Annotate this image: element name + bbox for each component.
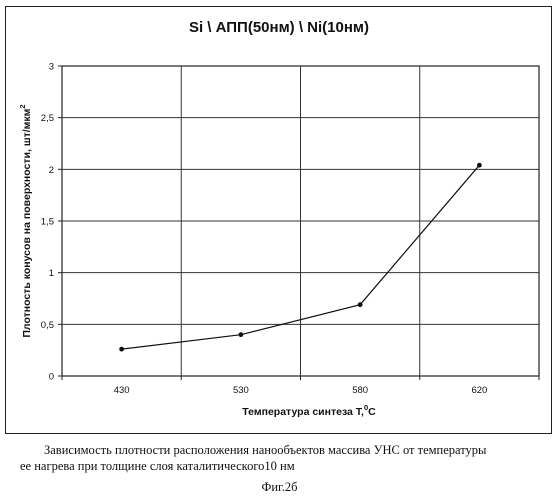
x-tick-label: 580	[352, 385, 368, 396]
x-tick-label: 530	[233, 385, 249, 396]
chart-title: Si \ АПП(50нм) \ Ni(10нм)	[189, 19, 369, 36]
y-tick-label: 0,5	[41, 320, 54, 331]
x-axis-label-tail: C	[368, 406, 376, 418]
data-point	[358, 302, 363, 307]
data-point	[238, 332, 243, 337]
y-axis-ticks: 0 0,5 1 1,5 2 2,5 3	[41, 62, 62, 383]
y-tick-label: 2	[49, 165, 54, 176]
y-axis-label-superscript: 2	[18, 104, 27, 108]
x-axis-ticks: 430 530 580 620	[62, 376, 539, 396]
x-axis-label-main: Температура синтеза T,	[242, 406, 364, 418]
x-tick-label: 620	[471, 385, 487, 396]
x-axis-label: Температура синтеза T,0C	[242, 403, 376, 418]
y-tick-label: 2,5	[41, 113, 54, 124]
data-point	[477, 163, 482, 168]
y-tick-label: 1,5	[41, 217, 54, 228]
line-chart: Si \ АПП(50нм) \ Ni(10нм) 00,511,522,53 …	[0, 0, 559, 440]
figure-label: Фиг.2б	[0, 480, 559, 495]
y-tick-label: 3	[49, 62, 54, 73]
figure-caption-line-1: Зависимость плотности расположения наноо…	[20, 442, 550, 458]
data-point	[119, 347, 124, 352]
y-tick-label: 1	[49, 268, 54, 279]
figure-caption-line-2: ее нагрева при толщине слоя каталитическ…	[20, 458, 550, 474]
y-axis-label: Плотность конусов на поверхности, шт/мкм…	[18, 104, 33, 337]
y-axis-label-main: Плотность конусов на поверхности, шт/мкм	[21, 108, 33, 337]
x-tick-label: 430	[114, 385, 130, 396]
plot-area	[62, 66, 539, 376]
y-tick-label: 0	[49, 372, 54, 383]
